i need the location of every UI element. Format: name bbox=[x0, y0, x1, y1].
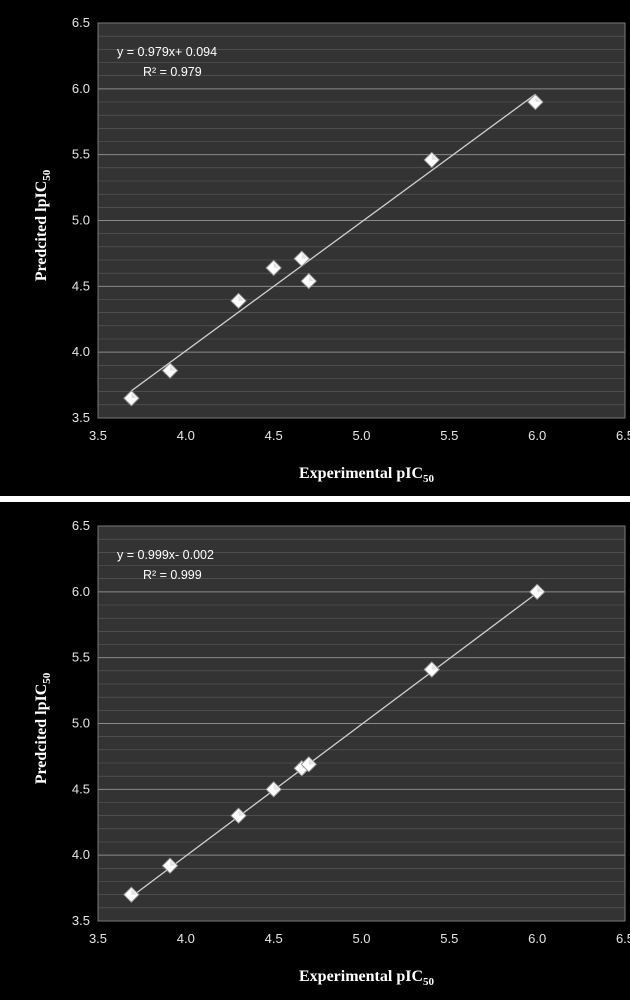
y-tick-label: 6.5 bbox=[72, 15, 90, 30]
data-point bbox=[423, 151, 440, 169]
gridlines bbox=[98, 35, 625, 406]
x-tick-label: 5.0 bbox=[352, 428, 370, 443]
y-tick-label: 3.5 bbox=[72, 410, 90, 425]
data-point bbox=[293, 250, 310, 267]
y-axis-title: Predcited lpIC50 bbox=[33, 672, 53, 784]
y-tick-label: 4.0 bbox=[72, 847, 90, 862]
x-tick-label: 6.5 bbox=[616, 931, 630, 946]
x-tick-label: 4.0 bbox=[177, 428, 195, 443]
y-tick-label: 3.5 bbox=[72, 913, 90, 928]
top-chart-panel: 3.5 4.0 4.5 5.0 5.5 6.0 6.5 3.5 4.0 4.5 5.0 5.5 6.0 6… bbox=[0, 0, 630, 495]
bottom-chart-panel: 3.5 4.0 4.5 5.0 5.5 6.0 6.5 3.5 4.0 4.5 5.0 5.5 6.0 6… bbox=[0, 503, 630, 998]
y-tick-label: 5.0 bbox=[72, 213, 90, 228]
x-tick-label: 6.0 bbox=[528, 428, 546, 443]
data-point bbox=[300, 756, 318, 773]
scatter-chart-0: 3.5 4.0 4.5 5.0 5.5 6.0 6.5 3.5 4.0 4.5 5.0 5.5 6.0 6… bbox=[33, 15, 630, 485]
y-tick-label: 6.5 bbox=[72, 518, 90, 533]
data-point bbox=[423, 661, 440, 678]
y-tick-label: 6.0 bbox=[72, 81, 90, 96]
y-axis-title: Predcited lpIC50 bbox=[33, 169, 53, 281]
x-tick-label: 6.5 bbox=[616, 428, 630, 443]
x-tick-label: 4.0 bbox=[177, 931, 195, 946]
data-point bbox=[230, 807, 247, 824]
y-tick-label: 4.5 bbox=[72, 278, 90, 293]
x-tick-label: 6.0 bbox=[528, 931, 546, 946]
data-point bbox=[123, 886, 140, 903]
data-point bbox=[300, 272, 318, 290]
x-axis-title: Experimental pIC50 bbox=[299, 968, 435, 988]
y-tick-label: 5.5 bbox=[72, 650, 90, 665]
x-axis-title: Experimental pIC50 bbox=[299, 465, 435, 485]
regression-equation: y = 0.999x- 0.002 bbox=[117, 548, 214, 562]
y-tick-label: 6.0 bbox=[72, 584, 90, 599]
x-tick-label: 3.5 bbox=[89, 931, 107, 946]
x-tick-label: 3.5 bbox=[89, 428, 107, 443]
x-tick-label: 5.5 bbox=[440, 428, 458, 443]
r-squared-label: R² = 0.979 bbox=[143, 65, 202, 79]
y-tick-label: 5.5 bbox=[72, 147, 90, 162]
data-point bbox=[265, 781, 282, 798]
y-tick-label: 5.0 bbox=[72, 716, 90, 731]
data-point bbox=[265, 259, 282, 277]
data-point bbox=[161, 857, 179, 874]
x-tick-label: 5.5 bbox=[440, 931, 458, 946]
scatter-chart-1: 3.5 4.0 4.5 5.0 5.5 6.0 6.5 3.5 4.0 4.5 5.0 5.5 6.0 6… bbox=[33, 518, 630, 988]
y-tick-label: 4.0 bbox=[72, 344, 90, 359]
data-point bbox=[161, 362, 179, 379]
data-point bbox=[527, 93, 544, 111]
x-tick-label: 4.5 bbox=[265, 931, 283, 946]
data-point bbox=[230, 292, 247, 310]
data-point bbox=[123, 390, 140, 407]
x-tick-label: 4.5 bbox=[265, 428, 283, 443]
regression-equation: y = 0.979x+ 0.094 bbox=[117, 45, 217, 59]
plot-frame bbox=[97, 22, 626, 419]
y-tick-label: 4.5 bbox=[72, 781, 90, 796]
plot-frame bbox=[97, 525, 626, 922]
trendline bbox=[130, 93, 536, 392]
data-point bbox=[528, 583, 546, 601]
r-squared-label: R² = 0.999 bbox=[143, 568, 202, 582]
panel-divider bbox=[0, 496, 630, 502]
trendline bbox=[130, 592, 538, 898]
x-tick-label: 5.0 bbox=[352, 931, 370, 946]
